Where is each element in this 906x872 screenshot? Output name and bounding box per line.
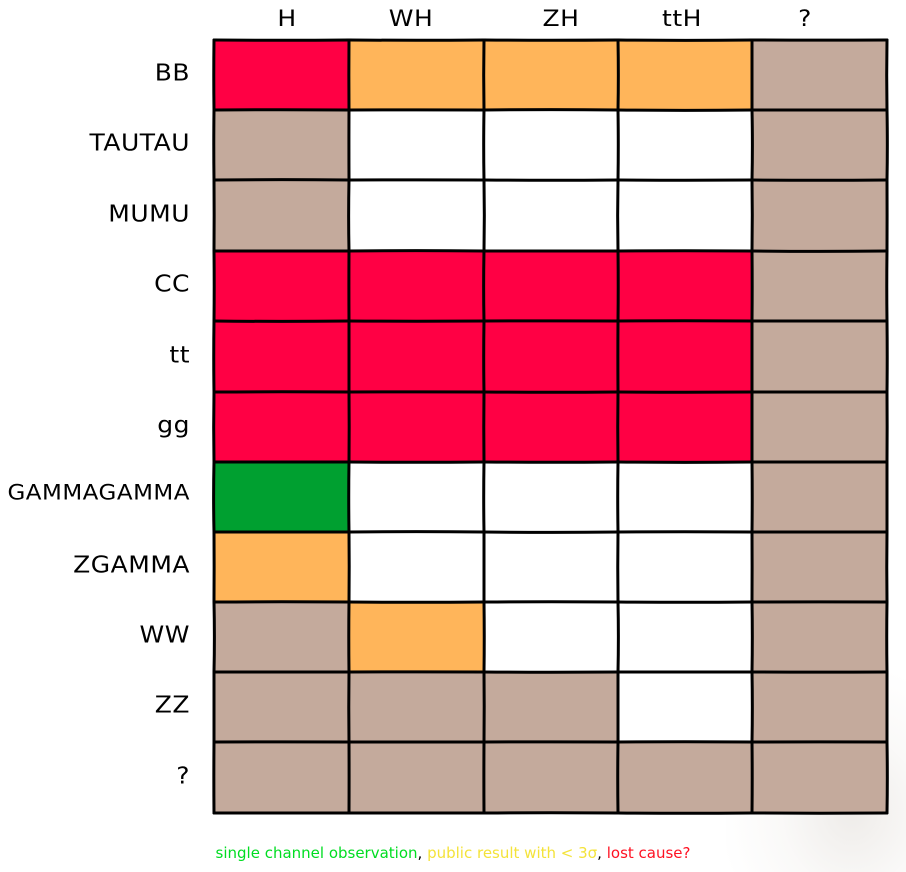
cell-tt-tth: [619, 322, 751, 391]
cell-bb-h: [215, 41, 348, 109]
row-label: WW: [140, 621, 190, 648]
cell-zgamma-q: [753, 533, 886, 601]
cell-zz-wh: [350, 673, 483, 741]
row-label: tt: [169, 341, 190, 368]
cell-ww-q: [753, 603, 886, 671]
cell-cc-wh: [350, 252, 483, 320]
cell-gg-wh: [350, 393, 483, 461]
cell-tautau-q: [753, 111, 886, 179]
cell-tt-q: [753, 322, 886, 391]
cell-ww-zh: [485, 603, 617, 671]
cell-ww-tth: [619, 603, 751, 671]
cell-gammagamma-zh: [485, 463, 617, 531]
legend-entry: public result with < 3σ: [427, 844, 597, 862]
cell-gammagamma-tth: [619, 463, 751, 531]
cell-mumu-q: [753, 181, 886, 250]
cell-q-tth: [619, 743, 751, 812]
cell-q-h: [215, 743, 348, 812]
legend-entry: single channel observation: [216, 844, 418, 862]
cell-tautau-zh: [485, 111, 617, 179]
legend-entry: ,: [597, 844, 607, 862]
cell-cc-h: [215, 252, 348, 320]
cell-tautau-tth: [619, 111, 751, 179]
row-label: ZZ: [155, 691, 190, 718]
cell-mumu-zh: [485, 181, 617, 250]
row-label: ?: [176, 762, 190, 789]
row-label: CC: [154, 270, 190, 297]
cell-mumu-wh: [350, 181, 483, 250]
column-label: H: [277, 5, 296, 31]
cell-gammagamma-q: [753, 463, 886, 531]
cell-cc-zh: [485, 252, 617, 320]
cell-q-q: [753, 743, 886, 812]
cell-zz-tth: [619, 673, 751, 741]
cell-gammagamma-h: [215, 463, 348, 531]
cell-mumu-tth: [619, 181, 751, 250]
cell-q-zh: [485, 743, 617, 812]
cell-mumu-h: [215, 181, 348, 250]
row-label: ZGAMMA: [73, 551, 190, 578]
cell-zz-zh: [485, 673, 617, 741]
cell-ww-h: [215, 603, 348, 671]
cell-tautau-h: [215, 111, 348, 179]
cell-cc-q: [753, 252, 886, 320]
cell-zz-q: [753, 673, 886, 741]
column-label: ttH: [662, 5, 702, 31]
cell-q-wh: [350, 743, 483, 812]
row-label: BB: [155, 59, 190, 86]
cell-zgamma-zh: [485, 533, 617, 601]
cell-zgamma-h: [215, 533, 348, 601]
cell-tt-zh: [485, 322, 617, 391]
cell-gg-q: [753, 393, 886, 461]
legend-entry: ,: [418, 844, 428, 862]
cell-bb-wh: [350, 41, 483, 109]
cell-cc-tth: [619, 252, 751, 320]
cell-gg-tth: [619, 393, 751, 461]
row-label: MUMU: [108, 200, 190, 227]
cell-gg-h: [215, 393, 348, 461]
cell-tautau-wh: [350, 111, 483, 179]
cell-zgamma-wh: [350, 533, 483, 601]
column-label: ?: [798, 5, 812, 31]
cell-bb-q: [753, 41, 886, 109]
row-label: GAMMAGAMMA: [7, 481, 190, 505]
cell-zz-h: [215, 673, 348, 741]
cell-tt-h: [215, 322, 348, 391]
column-label: WH: [389, 5, 434, 31]
legend-entry: lost cause?: [607, 844, 691, 862]
cell-ww-wh: [350, 603, 483, 671]
cell-bb-zh: [485, 41, 617, 109]
row-label: gg: [157, 411, 190, 438]
cell-gammagamma-wh: [350, 463, 483, 531]
cell-tt-wh: [350, 322, 483, 391]
column-label: ZH: [543, 5, 580, 31]
cell-zgamma-tth: [619, 533, 751, 601]
legend: single channel observation, public resul…: [0, 844, 906, 862]
row-label: TAUTAU: [90, 129, 190, 156]
cell-bb-tth: [619, 41, 751, 109]
cell-gg-zh: [485, 393, 617, 461]
